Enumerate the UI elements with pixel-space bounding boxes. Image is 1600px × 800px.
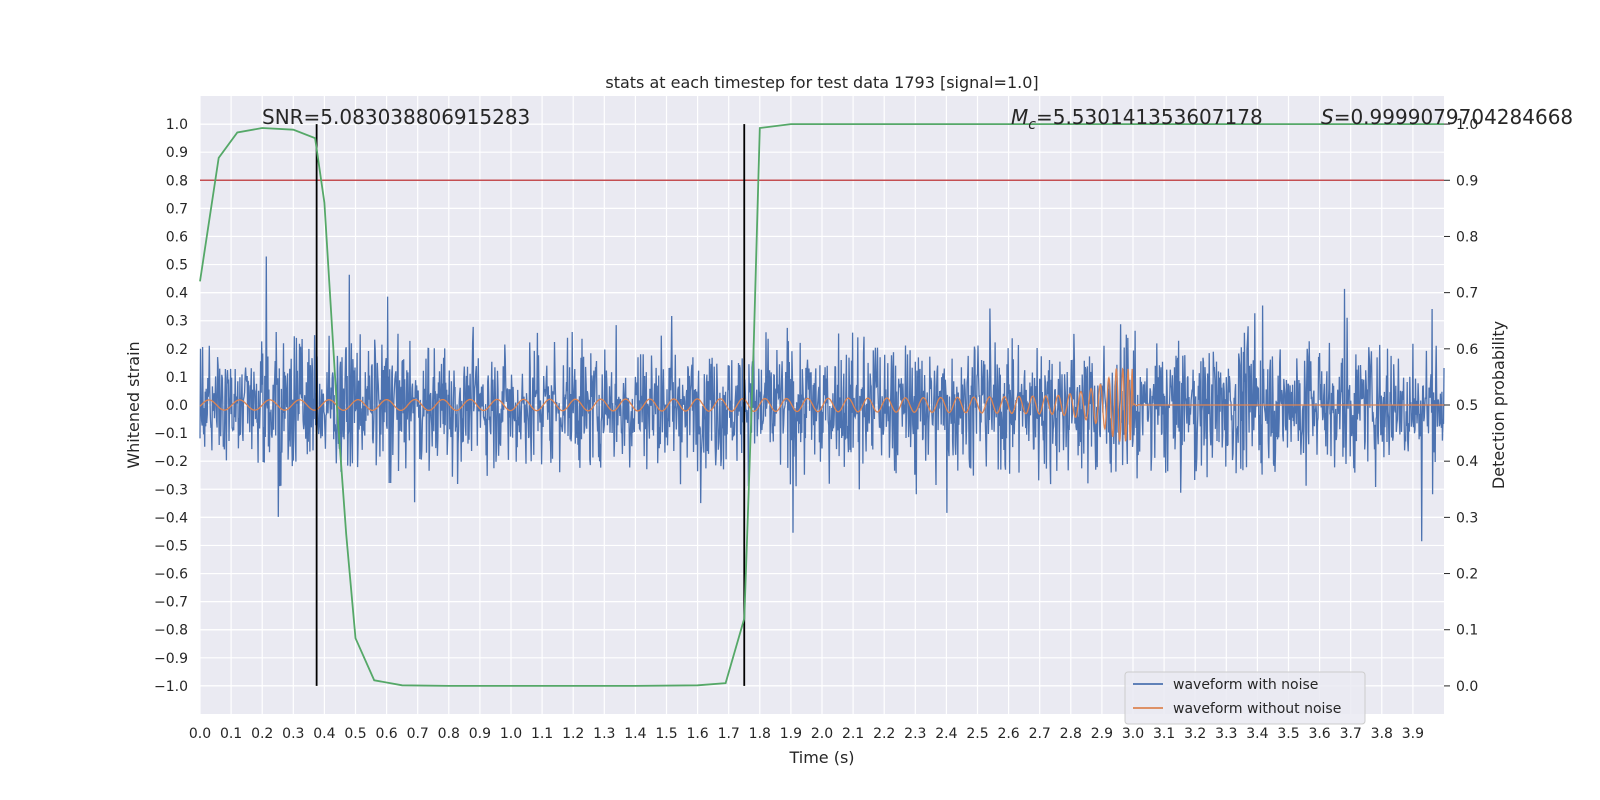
y2-tick-label: 0.2	[1456, 567, 1478, 583]
s-annotation: S=0.9999079704284668	[1321, 105, 1573, 129]
x-tick-label: 1.9	[780, 726, 802, 742]
x-tick-label: 2.8	[1060, 726, 1082, 742]
y-tick-label: 0.6	[166, 229, 188, 245]
x-tick-label: 0.8	[438, 726, 460, 742]
x-tick-label: 1.0	[500, 726, 522, 742]
x-tick-label: 0.4	[313, 726, 335, 742]
y2-tick-labels: 1.0 0.9 0.8 0.7 0.6 0.5 0.4 0.3 0.2 0.1 0.0	[1444, 117, 1478, 695]
x-tick-label: 3.4	[1246, 726, 1268, 742]
x-tick-label: 3.5	[1277, 726, 1299, 742]
x-tick-label: 1.2	[562, 726, 584, 742]
y-tick-label: −0.3	[154, 482, 188, 498]
y-tick-label: 0.5	[166, 258, 188, 274]
x-tick-label: 2.4	[935, 726, 957, 742]
legend-box	[1124, 671, 1366, 725]
chart-title: stats at each timestep for test data 179…	[605, 73, 1038, 92]
y2-tick-label: 0.9	[1456, 173, 1478, 189]
y-tick-label: −0.5	[154, 538, 188, 554]
legend-label-noise: waveform with noise	[1173, 677, 1318, 693]
y-tick-label: 0.3	[166, 314, 188, 330]
y-tick-label: −0.8	[154, 623, 188, 639]
y-tick-label: 0.7	[166, 201, 188, 217]
y2-tick-label: 0.7	[1456, 286, 1478, 302]
y2-tick-label: 0.4	[1456, 454, 1478, 470]
x-tick-label: 1.6	[686, 726, 708, 742]
series-waveform-without-noise	[199, 367, 1444, 442]
x-tick-label: 1.5	[655, 726, 677, 742]
y-tick-label: 0.2	[166, 342, 188, 358]
x-tick-label: 3.2	[1184, 726, 1206, 742]
legend-label-clean: waveform without noise	[1173, 701, 1341, 717]
y-axis-label: Whitened strain	[124, 341, 143, 468]
x-tick-label: 0.2	[251, 726, 273, 742]
x-tick-label: 3.0	[1122, 726, 1144, 742]
y-tick-label: 0.0	[166, 398, 188, 414]
x-tick-label: 3.1	[1153, 726, 1175, 742]
series-waveform-with-noise	[199, 256, 1445, 542]
x-tick-label: 0.7	[407, 726, 429, 742]
y-tick-label: 1.0	[166, 117, 188, 133]
x-tick-label: 3.3	[1215, 726, 1237, 742]
mc-annotation: Mc=5.530141353607178	[1011, 105, 1263, 133]
y-tick-label: −0.9	[154, 651, 188, 667]
y-tick-labels: 1.0 0.9 0.8 0.7 0.6 0.5 0.4 0.3 0.2 0.1 0.0 −0.1 −0.…	[154, 117, 188, 695]
x-tick-label: 0.0	[189, 726, 211, 742]
mc-value: =5.530141353607178	[1036, 105, 1263, 129]
x-tick-label: 2.0	[811, 726, 833, 742]
x-tick-label: 3.9	[1402, 726, 1424, 742]
series-group	[199, 123, 1445, 687]
x-tick-label: 3.7	[1340, 726, 1362, 742]
y2-tick-label: 0.3	[1456, 510, 1478, 526]
x-axis-label: Time (s)	[788, 748, 854, 767]
x-tick-label: 1.8	[749, 726, 771, 742]
x-tick-label: 2.1	[842, 726, 864, 742]
y-tick-label: −0.6	[154, 567, 188, 583]
x-tick-label: 2.6	[997, 726, 1019, 742]
x-tick-label: 1.3	[593, 726, 615, 742]
s-symbol: S	[1321, 105, 1334, 129]
x-tick-label: 0.5	[344, 726, 366, 742]
x-tick-label: 3.6	[1308, 726, 1330, 742]
x-tick-label: 2.5	[966, 726, 988, 742]
y-tick-label: −0.1	[154, 426, 188, 442]
x-tick-label: 2.2	[873, 726, 895, 742]
s-value: =0.9999079704284668	[1334, 105, 1573, 129]
y2-tick-label: 0.1	[1456, 623, 1478, 639]
x-tick-labels: 0.0 0.1 0.2 0.3 0.4 0.5 0.6 0.7 0.8 0.9 1.0 1.1 1.2 1…	[189, 726, 1424, 742]
x-tick-label: 0.1	[220, 726, 242, 742]
y2-tick-label: 1.0	[1456, 117, 1478, 133]
series-detection-probability	[199, 123, 1444, 687]
x-tick-label: 0.3	[282, 726, 304, 742]
y2-tick-label: 0.5	[1456, 398, 1478, 414]
y2-tick-label: 0.8	[1456, 229, 1478, 245]
x-tick-label: 3.8	[1371, 726, 1393, 742]
x-tick-label: 0.9	[469, 726, 491, 742]
y-tick-label: −0.4	[154, 510, 188, 526]
y-tick-label: 0.1	[166, 370, 188, 386]
y-tick-label: 0.4	[166, 286, 188, 302]
y-tick-label: 0.9	[166, 145, 188, 161]
y-tick-label: −0.7	[154, 595, 188, 611]
snr-annotation: SNR=5.083038806915283	[262, 105, 530, 129]
x-tick-label: 2.7	[1029, 726, 1051, 742]
y-tick-label: −0.2	[154, 454, 188, 470]
y-tick-label: −1.0	[154, 679, 188, 695]
y2-tick-label: 0.6	[1456, 342, 1478, 358]
x-tick-label: 1.7	[718, 726, 740, 742]
x-tick-label: 1.4	[624, 726, 646, 742]
x-tick-label: 1.1	[531, 726, 553, 742]
x-tick-label: 2.3	[904, 726, 926, 742]
mc-subscript: c	[1028, 117, 1036, 133]
legend: waveform with noise waveform without noi…	[1124, 671, 1366, 725]
y2-tick-label: 0.0	[1456, 679, 1478, 695]
y2-axis-label: Detection probability	[1489, 321, 1508, 489]
mc-symbol: M	[1011, 105, 1028, 129]
y-tick-label: 0.8	[166, 173, 188, 189]
x-tick-label: 0.6	[375, 726, 397, 742]
x-tick-label: 2.9	[1091, 726, 1113, 742]
